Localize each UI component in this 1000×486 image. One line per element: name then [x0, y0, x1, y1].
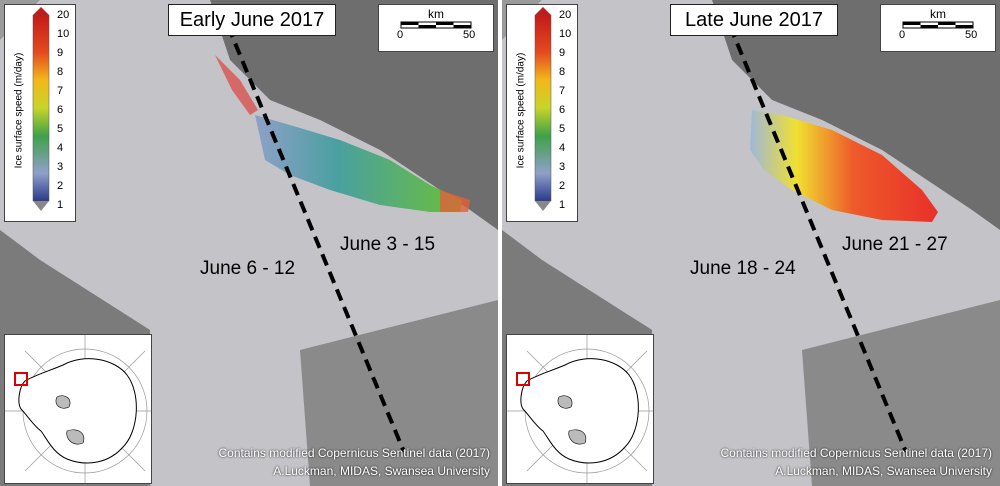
satellite-map-late	[502, 0, 1000, 486]
tick: 8	[57, 66, 64, 78]
tick: 2	[57, 180, 64, 192]
credit-line-1: Contains modified Copernicus Sentinel da…	[218, 446, 491, 460]
dashed-boundary-line	[728, 25, 908, 453]
colorbar-label: Ice surface speed (m/day)	[13, 52, 25, 169]
late-flow-region	[750, 110, 938, 222]
location-marker-icon	[14, 372, 28, 386]
credit-line-2: A.Luckman, MIDAS, Swansea University	[775, 464, 992, 478]
tick: 7	[559, 85, 566, 97]
tick: 2	[559, 180, 566, 192]
colorbar-label: Ice surface speed (m/day)	[515, 52, 527, 169]
scale-end: 50	[463, 29, 476, 41]
tick: 9	[57, 47, 64, 59]
scale-bar: km 0 50	[378, 4, 494, 52]
tick: 6	[559, 104, 566, 116]
scale-end: 50	[965, 29, 978, 41]
tick: 1	[559, 199, 566, 211]
region-label-right: June 21 - 27	[842, 234, 948, 255]
location-marker-icon	[516, 372, 530, 386]
tick: 8	[559, 66, 566, 78]
tick: 3	[559, 161, 566, 173]
colorbar: Ice surface speed (m/day) 20 10 9 8 7 6 …	[506, 4, 578, 222]
scale-unit: km	[930, 7, 946, 21]
tick: 7	[57, 85, 64, 97]
tick: 5	[57, 123, 64, 135]
scale-bar-graphic	[902, 21, 974, 29]
tick: 4	[57, 142, 64, 154]
credit-line-2: A.Luckman, MIDAS, Swansea University	[273, 464, 490, 478]
tick: 10	[57, 28, 70, 40]
scale-unit: km	[428, 7, 444, 21]
tick: 1	[57, 199, 64, 211]
antarctica-locator	[507, 335, 653, 483]
scale-start: 0	[899, 29, 906, 41]
panel-title: Early June 2017	[168, 4, 336, 36]
tick: 6	[57, 104, 64, 116]
antarctica-inset-map	[4, 334, 152, 484]
tick: 20	[559, 9, 572, 21]
scale-bar: km 0 50	[880, 4, 996, 52]
tick: 9	[559, 47, 566, 59]
panel-early-june: Ice surface speed (m/day) 20 10 9 8 7 6 …	[0, 0, 498, 486]
credit-line-1: Contains modified Copernicus Sentinel da…	[720, 446, 993, 460]
dashed-boundary-line	[226, 25, 406, 453]
region-label-left: June 6 - 12	[200, 258, 296, 279]
tick: 10	[559, 28, 572, 40]
panel-title: Late June 2017	[670, 4, 838, 36]
scale-bar-graphic	[400, 21, 472, 29]
tick: 3	[57, 161, 64, 173]
colorbar: Ice surface speed (m/day) 20 10 9 8 7 6 …	[4, 4, 76, 222]
tick: 5	[559, 123, 566, 135]
panel-late-june: Ice surface speed (m/day) 20 10 9 8 7 6 …	[502, 0, 1000, 486]
antarctica-inset-map	[506, 334, 654, 484]
antarctica-locator	[5, 335, 151, 483]
colorbar-ramp	[32, 7, 50, 211]
scale-start: 0	[397, 29, 404, 41]
tick: 20	[57, 9, 70, 21]
early-flow-region	[255, 115, 462, 212]
colorbar-ramp	[534, 7, 552, 211]
region-label-left: June 18 - 24	[690, 258, 796, 279]
tick: 4	[559, 142, 566, 154]
region-label-right: June 3 - 15	[340, 234, 436, 255]
